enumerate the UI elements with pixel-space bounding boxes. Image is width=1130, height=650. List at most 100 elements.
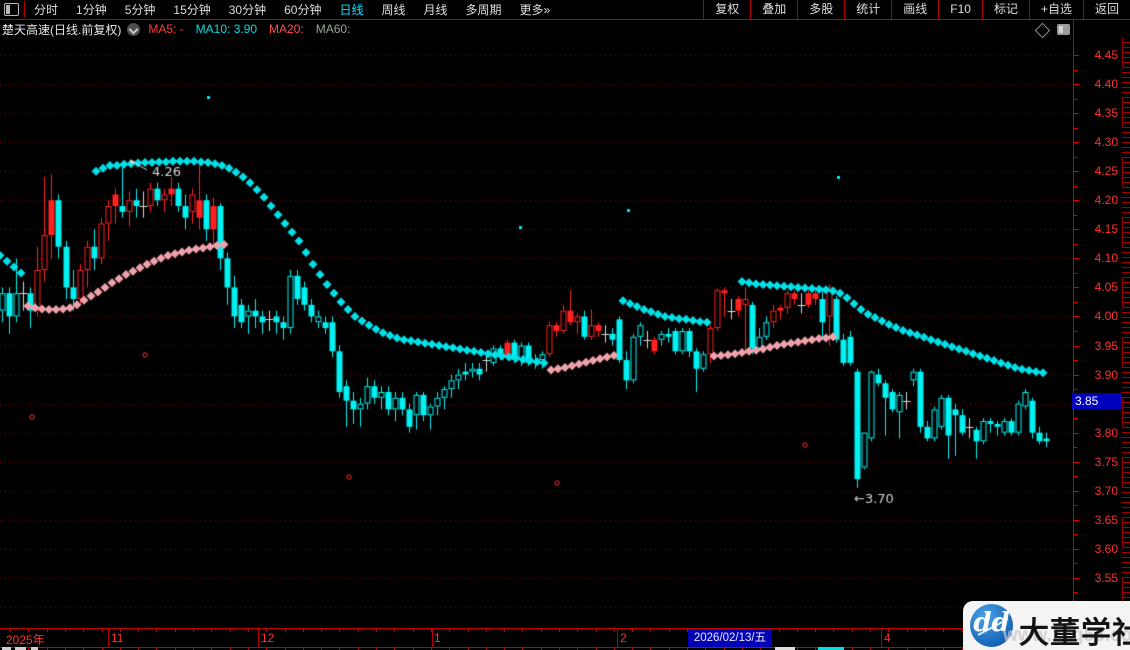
chart-header: 楚天高速(日线.前复权) MA5: - MA10: 3.90 MA20: MA60:: [0, 20, 1130, 38]
price-label: 3.70: [1094, 483, 1118, 498]
bottom-tick: [193, 647, 194, 650]
action-button-4[interactable]: 统计: [844, 0, 891, 19]
bottom-tick: [650, 647, 651, 650]
action-button-9[interactable]: 返回: [1082, 0, 1130, 19]
price-label: 3.90: [1094, 367, 1118, 382]
week-tick: [907, 629, 908, 632]
price-major-tick: [1074, 461, 1079, 463]
week-tick: [815, 629, 816, 632]
week-tick: [266, 629, 267, 632]
period-tab-7[interactable]: 日线: [339, 3, 364, 17]
week-tick: [943, 629, 944, 632]
action-button-5[interactable]: 画线: [891, 0, 938, 19]
week-tick: [650, 629, 651, 632]
price-minor-tick: [1074, 592, 1077, 594]
bottom-tick: [376, 647, 377, 650]
week-tick: [47, 629, 48, 632]
period-tab-9[interactable]: 月线: [423, 3, 448, 17]
period-tab-1[interactable]: 分时: [34, 3, 59, 17]
price-label: 3.55: [1094, 570, 1118, 585]
bottom-tick: [870, 647, 871, 650]
clipped-text-fragment: [818, 647, 844, 650]
right-scale-strip[interactable]: [1122, 38, 1130, 628]
week-tick: [193, 629, 194, 632]
action-button-3[interactable]: 多股: [797, 0, 844, 19]
action-button-7[interactable]: 标记: [981, 0, 1029, 19]
price-major-tick: [1074, 55, 1079, 56]
top-toolbar: 分时 1分钟 5分钟 15分钟 30分钟 60分钟 日线 周线 月线 多周期 更多» 复权 叠加 多股统…: [0, 0, 1130, 20]
period-tab-10[interactable]: 多周期: [465, 3, 502, 17]
period-tab-6[interactable]: 60分钟: [284, 3, 322, 17]
bottom-tick: [815, 647, 816, 650]
week-tick: [504, 629, 505, 632]
price-major-tick: [1074, 229, 1079, 231]
bottom-tick: [943, 647, 944, 650]
ma-values: MA5: - MA10: 3.90 MA20: MA60:: [148, 22, 362, 36]
logo-badge-icon: dd: [970, 604, 1013, 647]
price-label: 4.10: [1094, 251, 1118, 266]
period-tab-3[interactable]: 5分钟: [124, 3, 156, 17]
period-tabs: 分时 1分钟 5分钟 15分钟 30分钟 60分钟 日线 周线 月线 多周期 更多»: [25, 1, 559, 18]
panel-layout-icon[interactable]: [1057, 24, 1070, 35]
stock-title: 楚天高速(日线.前复权): [2, 22, 122, 37]
date-label: 2: [620, 631, 627, 645]
week-tick: [28, 629, 29, 632]
price-minor-tick: [1074, 563, 1077, 565]
period-tab-8[interactable]: 周线: [381, 3, 406, 17]
week-tick: [449, 629, 450, 632]
week-tick: [468, 629, 469, 632]
bottom-tick: [413, 647, 414, 650]
price-minor-tick: [1074, 418, 1077, 420]
week-tick: [888, 629, 889, 632]
bottom-tick: [102, 647, 103, 650]
bottom-tick: [120, 647, 121, 650]
bottom-tick: [138, 647, 139, 650]
month-separator: [258, 629, 259, 647]
price-label: 3.80: [1094, 425, 1118, 440]
action-button-1[interactable]: 复权: [703, 0, 750, 19]
price-label: 4.05: [1094, 280, 1118, 295]
price-minor-tick: [1074, 534, 1077, 536]
price-major-tick: [1074, 432, 1079, 434]
bottom-tick: [156, 647, 157, 650]
period-tab-4[interactable]: 15分钟: [173, 3, 211, 17]
clipped-text-fragment: [15, 647, 26, 650]
watermark-logo: dd 大董学社 www.zcg53.com: [963, 601, 1130, 650]
price-major-tick: [1074, 287, 1079, 289]
week-tick: [962, 629, 963, 632]
bottom-tick: [907, 647, 908, 650]
price-axis-line: [1073, 20, 1074, 647]
action-button-8[interactable]: +自选: [1028, 0, 1083, 19]
bottom-tick: [760, 647, 761, 650]
bottom-tick: [504, 647, 505, 650]
candlestick-chart[interactable]: [0, 38, 1073, 628]
ma-value-3: MA20:: [269, 22, 304, 36]
week-tick: [321, 629, 322, 632]
price-major-tick: [1074, 577, 1079, 579]
week-tick: [303, 629, 304, 632]
bottom-tick: [65, 647, 66, 650]
week-tick: [65, 629, 66, 632]
date-axis[interactable]: 2025年 11 12 1 2 4 2026/02/13/五: [0, 628, 1130, 648]
chevron-down-icon[interactable]: [127, 22, 141, 36]
period-tab-2[interactable]: 1分钟: [76, 3, 107, 17]
price-label: 4.40: [1094, 77, 1118, 92]
period-tab-5[interactable]: 30分钟: [228, 3, 267, 17]
week-tick: [870, 629, 871, 632]
week-tick: [120, 629, 121, 632]
bottom-tick: [339, 647, 340, 650]
price-minor-tick: [1074, 185, 1077, 187]
action-button-6[interactable]: F10: [938, 0, 982, 19]
bottom-tick: [687, 647, 688, 650]
bottom-tick: [522, 647, 523, 650]
split-window-icon[interactable]: [4, 3, 19, 16]
week-tick: [559, 629, 560, 632]
clipped-text-fragment: [31, 647, 38, 650]
bottom-tick: [962, 647, 963, 650]
week-tick: [358, 629, 359, 632]
action-button-2[interactable]: 叠加: [750, 0, 797, 19]
week-tick: [797, 629, 798, 632]
bottom-tick: [211, 647, 212, 650]
period-tab-11[interactable]: 更多»: [519, 3, 551, 17]
